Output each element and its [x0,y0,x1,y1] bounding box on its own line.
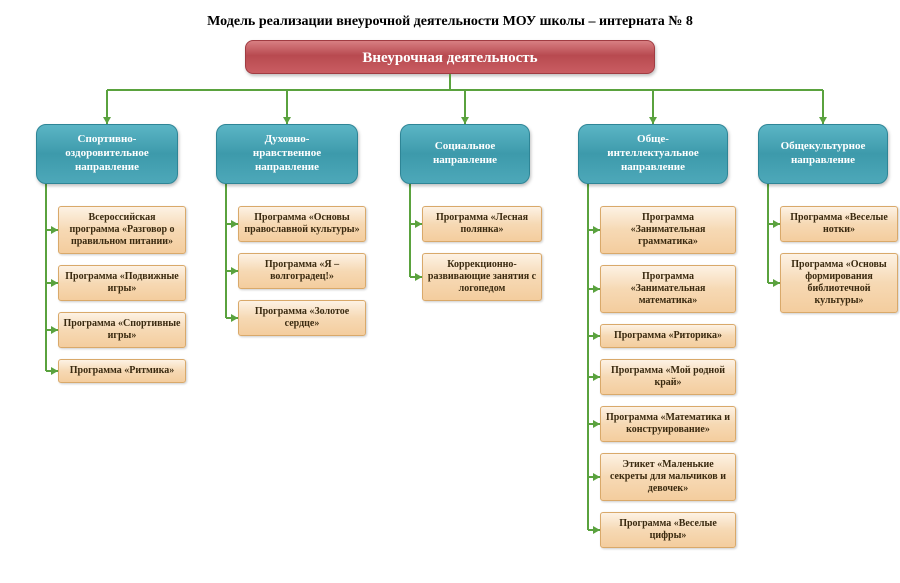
item-node: Программа «Золотое сердце» [238,300,366,336]
item-node: Программа «Мой родной край» [600,359,736,395]
item-node: Программа «Ритмика» [58,359,186,383]
page-title: Модель реализации внеурочной деятельност… [0,0,900,40]
category-node: Социальное направление [400,124,530,184]
item-node: Программа «Я – волгоградец!» [238,253,366,289]
item-node: Программа «Занимательная грамматика» [600,206,736,254]
item-node: Этикет «Маленькие секреты для мальчиков … [600,453,736,501]
item-node: Программа «Математика и конструирование» [600,406,736,442]
item-node: Программа «Занимательная математика» [600,265,736,313]
item-node: Программа «Подвижные игры» [58,265,186,301]
item-node: Программа «Веселые цифры» [600,512,736,548]
column: Духовно- нравственное направление Програм… [216,124,366,336]
column: Спортивно- оздоровительное направление Вс… [36,124,186,383]
column: Общекультурное направление Программа «Вес… [758,124,898,313]
item-node: Программа «Лесная полянка» [422,206,542,242]
item-node: Коррекционно-развивающие занятия с логоп… [422,253,542,301]
item-node: Программа «Основы формирования библиотеч… [780,253,898,313]
root-node: Внеурочная деятельность [245,40,655,74]
column: Социальное направление Программа «Лесная … [400,124,542,301]
item-node: Программа «Спортивные игры» [58,312,186,348]
category-node: Духовно- нравственное направление [216,124,358,184]
category-node: Спортивно- оздоровительное направление [36,124,178,184]
item-node: Всероссийская программа «Разговор о прав… [58,206,186,254]
category-node: Общекультурное направление [758,124,888,184]
item-node: Программа «Основы православной культуры» [238,206,366,242]
item-node: Программа «Риторика» [600,324,736,348]
category-node: Обще- интеллектуальное направление [578,124,728,184]
item-node: Программа «Веселые нотки» [780,206,898,242]
column: Обще- интеллектуальное направление Програ… [578,124,736,548]
